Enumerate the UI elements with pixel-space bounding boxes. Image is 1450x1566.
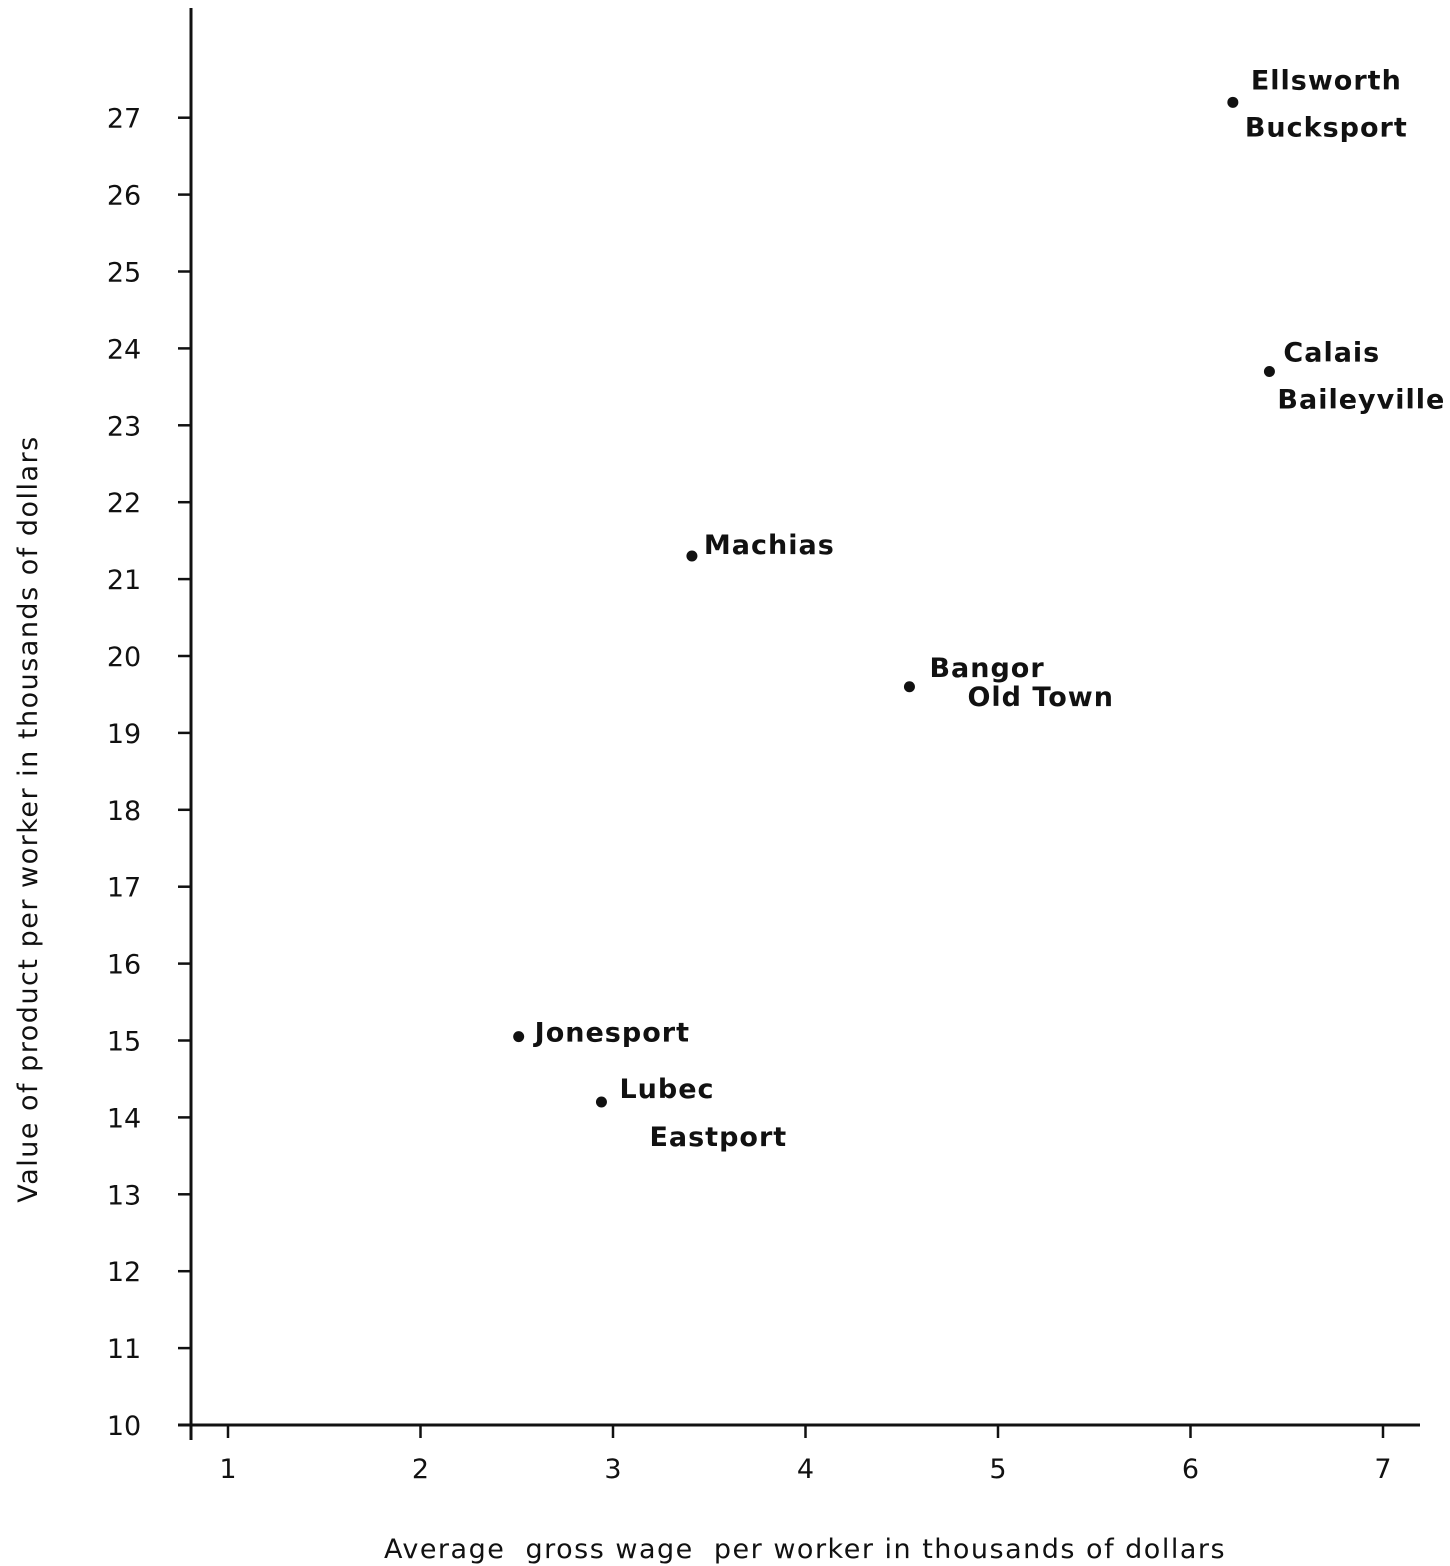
y-tick-label: 15 xyxy=(107,1027,141,1058)
y-tick-label: 26 xyxy=(107,181,141,212)
y-tick-label: 24 xyxy=(107,334,141,365)
y-tick-label: 27 xyxy=(107,104,141,135)
point-label: Eastport xyxy=(649,1122,787,1153)
axes xyxy=(178,8,1420,1440)
x-tick-label: 4 xyxy=(797,1454,814,1485)
y-tick-label: 16 xyxy=(107,950,141,981)
data-point xyxy=(1227,96,1239,108)
y-tick-label: 20 xyxy=(107,642,141,673)
point-label: Old Town xyxy=(967,682,1113,713)
y-tick-label: 13 xyxy=(107,1180,141,1211)
data-point xyxy=(686,550,698,562)
point-label: Ellsworth xyxy=(1251,65,1402,96)
point-label: Lubec xyxy=(619,1074,714,1105)
y-tick-label: 19 xyxy=(107,719,141,750)
x-tick-label: 6 xyxy=(1182,1454,1199,1485)
y-tick-label: 12 xyxy=(107,1257,141,1288)
y-tick-label: 10 xyxy=(107,1411,141,1442)
y-tick-label: 25 xyxy=(107,258,141,289)
point-label: Jonesport xyxy=(533,1018,690,1049)
point-label: Bucksport xyxy=(1245,112,1408,143)
x-ticks: 1 2 3 4 5 6 7 xyxy=(189,1425,1392,1485)
point-label: Bangor xyxy=(929,653,1044,684)
x-axis-title: Average gross wage per worker in thousan… xyxy=(384,1534,1226,1565)
y-tick-label: 18 xyxy=(107,796,141,827)
data-point xyxy=(595,1096,607,1108)
x-tick-label: 5 xyxy=(989,1454,1006,1485)
x-tick-label: 7 xyxy=(1374,1454,1391,1485)
point-label: Baileyville xyxy=(1277,384,1445,415)
point-label: Calais xyxy=(1283,337,1380,368)
data-point xyxy=(1263,365,1275,377)
y-tick-label: 14 xyxy=(107,1103,141,1134)
x-tick-label: 3 xyxy=(604,1454,621,1485)
y-axis-title: Value of product per worker in thousands… xyxy=(13,435,44,1202)
x-tick-label: 1 xyxy=(219,1454,236,1485)
data-points: Ellsworth Bucksport Calais Baileyville Machi… xyxy=(513,65,1445,1153)
y-tick-label: 11 xyxy=(107,1334,141,1365)
y-ticks: 10 11 12 13 14 15 16 17 18 19 20 21 22 23 24 25 26 27 xyxy=(107,104,191,1442)
data-point xyxy=(513,1031,525,1043)
y-tick-label: 21 xyxy=(107,565,141,596)
y-tick-label: 23 xyxy=(107,411,141,442)
data-point xyxy=(903,681,915,693)
x-tick-label: 2 xyxy=(412,1454,429,1485)
point-label: Machias xyxy=(704,530,835,561)
y-tick-label: 17 xyxy=(107,873,141,904)
y-tick-label: 22 xyxy=(107,488,141,519)
